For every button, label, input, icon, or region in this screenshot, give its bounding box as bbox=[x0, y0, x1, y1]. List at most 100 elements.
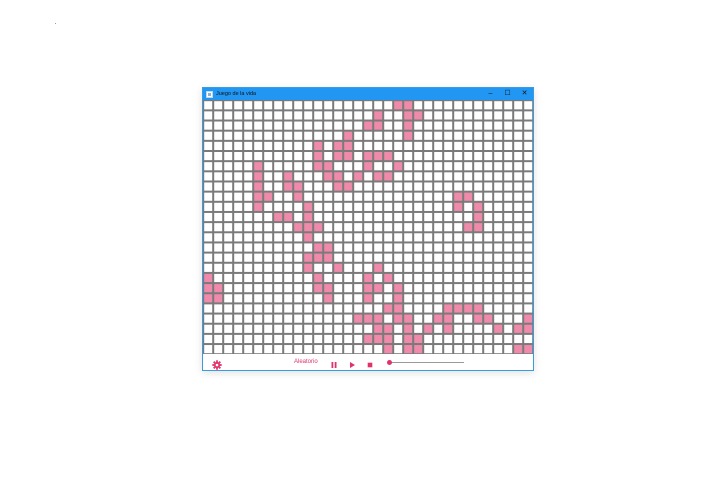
cell[interactable] bbox=[454, 111, 463, 120]
cell[interactable] bbox=[504, 273, 513, 283]
cell[interactable] bbox=[424, 263, 433, 272]
cell[interactable] bbox=[314, 192, 323, 201]
cell[interactable] bbox=[374, 253, 383, 262]
stop-button[interactable] bbox=[365, 357, 375, 368]
cell[interactable] bbox=[224, 172, 233, 181]
cell-alive[interactable] bbox=[384, 152, 393, 161]
cell-alive[interactable] bbox=[434, 314, 443, 323]
cell[interactable] bbox=[474, 152, 483, 161]
cell-alive[interactable] bbox=[254, 192, 263, 201]
cell[interactable] bbox=[504, 192, 513, 201]
cell-alive[interactable] bbox=[304, 233, 313, 242]
cell[interactable] bbox=[224, 284, 233, 293]
cell[interactable] bbox=[464, 284, 473, 293]
cell[interactable] bbox=[284, 223, 293, 232]
cell[interactable] bbox=[524, 111, 533, 120]
cell[interactable] bbox=[514, 192, 523, 201]
cell[interactable] bbox=[494, 345, 503, 354]
cell[interactable] bbox=[424, 172, 433, 181]
maximize-button[interactable]: ☐ bbox=[504, 90, 511, 97]
cell-alive[interactable] bbox=[444, 314, 453, 323]
cell[interactable] bbox=[484, 162, 493, 171]
cell[interactable] bbox=[354, 253, 363, 262]
cell-alive[interactable] bbox=[254, 182, 263, 191]
cell[interactable] bbox=[424, 284, 433, 293]
cell[interactable] bbox=[314, 111, 323, 120]
cell[interactable] bbox=[344, 324, 353, 333]
cell[interactable] bbox=[214, 212, 223, 222]
cell[interactable] bbox=[204, 253, 213, 262]
cell-alive[interactable] bbox=[414, 345, 423, 354]
cell[interactable] bbox=[324, 182, 333, 191]
cell[interactable] bbox=[254, 345, 263, 354]
cell[interactable] bbox=[454, 324, 463, 333]
cell[interactable] bbox=[524, 223, 533, 232]
cell[interactable] bbox=[504, 324, 513, 333]
cell-alive[interactable] bbox=[454, 304, 463, 313]
cell[interactable] bbox=[514, 131, 523, 140]
cell[interactable] bbox=[494, 284, 503, 293]
cell[interactable] bbox=[254, 233, 263, 242]
cell[interactable] bbox=[244, 263, 253, 272]
cell[interactable] bbox=[244, 182, 253, 191]
cell[interactable] bbox=[244, 284, 253, 293]
cell-alive[interactable] bbox=[324, 294, 333, 303]
cell[interactable] bbox=[294, 121, 303, 130]
cell[interactable] bbox=[264, 182, 273, 191]
cell[interactable] bbox=[454, 345, 463, 354]
cell[interactable] bbox=[484, 263, 493, 272]
cell-alive[interactable] bbox=[264, 192, 273, 201]
cell[interactable] bbox=[224, 314, 233, 323]
cell[interactable] bbox=[334, 121, 343, 130]
cell[interactable] bbox=[434, 172, 443, 181]
cell[interactable] bbox=[414, 243, 423, 252]
cell[interactable] bbox=[344, 294, 353, 303]
cell[interactable] bbox=[364, 172, 373, 181]
cell[interactable] bbox=[434, 233, 443, 242]
cell-alive[interactable] bbox=[414, 334, 423, 344]
cell-alive[interactable] bbox=[204, 284, 213, 293]
cell[interactable] bbox=[484, 324, 493, 333]
cell-alive[interactable] bbox=[384, 345, 393, 354]
cell-alive[interactable] bbox=[374, 334, 383, 344]
cell[interactable] bbox=[504, 233, 513, 242]
cell[interactable] bbox=[494, 111, 503, 120]
cell[interactable] bbox=[484, 294, 493, 303]
cell[interactable] bbox=[454, 314, 463, 323]
cell[interactable] bbox=[234, 314, 243, 323]
cell[interactable] bbox=[294, 152, 303, 161]
cell[interactable] bbox=[284, 253, 293, 262]
cell[interactable] bbox=[324, 304, 333, 313]
cell[interactable] bbox=[304, 172, 313, 181]
cell[interactable] bbox=[354, 131, 363, 140]
cell[interactable] bbox=[444, 233, 453, 242]
cell[interactable] bbox=[334, 314, 343, 323]
cell[interactable] bbox=[494, 273, 503, 283]
cell[interactable] bbox=[234, 223, 243, 232]
cell[interactable] bbox=[224, 111, 233, 120]
cell[interactable] bbox=[294, 162, 303, 171]
cell-alive[interactable] bbox=[334, 152, 343, 161]
cell[interactable] bbox=[354, 223, 363, 232]
cell[interactable] bbox=[484, 172, 493, 181]
cell[interactable] bbox=[524, 304, 533, 313]
cell[interactable] bbox=[444, 182, 453, 191]
cell[interactable] bbox=[414, 294, 423, 303]
cell-alive[interactable] bbox=[284, 212, 293, 222]
cell[interactable] bbox=[484, 223, 493, 232]
cell-alive[interactable] bbox=[394, 304, 403, 313]
speed-slider[interactable] bbox=[386, 357, 464, 367]
cell[interactable] bbox=[484, 345, 493, 354]
cell[interactable] bbox=[434, 345, 443, 354]
cell-alive[interactable] bbox=[344, 141, 353, 150]
cell[interactable] bbox=[204, 263, 213, 272]
cell[interactable] bbox=[484, 192, 493, 201]
cell[interactable] bbox=[374, 192, 383, 201]
cell[interactable] bbox=[464, 314, 473, 323]
close-button[interactable]: ✕ bbox=[521, 90, 528, 97]
cell[interactable] bbox=[454, 212, 463, 222]
cell[interactable] bbox=[494, 131, 503, 140]
cell[interactable] bbox=[364, 253, 373, 262]
cell[interactable] bbox=[524, 273, 533, 283]
cell[interactable] bbox=[234, 273, 243, 283]
